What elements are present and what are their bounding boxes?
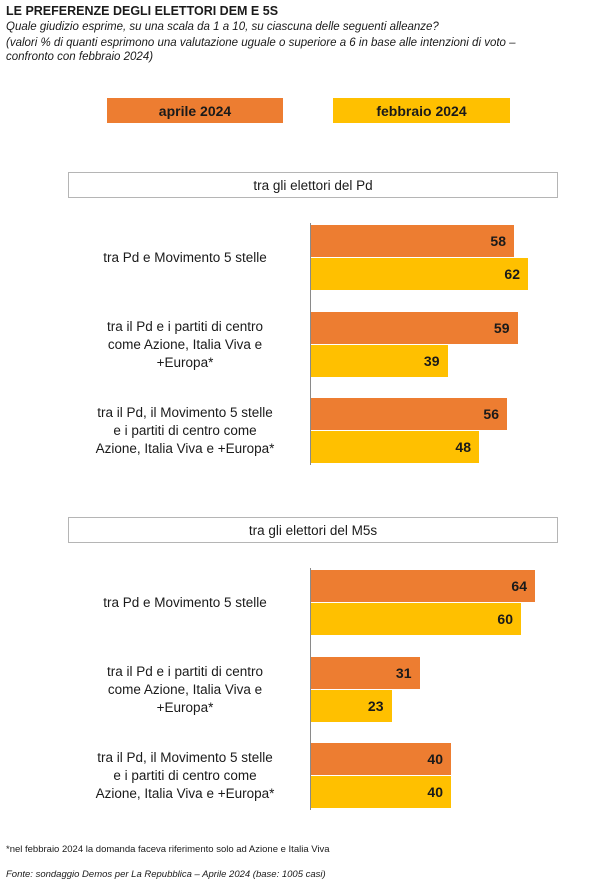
bar-aprile — [311, 398, 507, 430]
source-note: Fonte: sondaggio Demos per La Repubblica… — [6, 869, 326, 880]
legend-febbraio: febbraio 2024 — [333, 98, 510, 123]
data-label: 62 — [504, 266, 520, 282]
footnote: *nel febbraio 2024 la domanda faceva rif… — [6, 844, 330, 855]
legend-aprile: aprile 2024 — [107, 98, 283, 123]
data-label: 64 — [511, 578, 527, 594]
bar-febbraio — [311, 345, 448, 377]
section-title-m5s: tra gli elettori del M5s — [68, 517, 558, 543]
bar-febbraio — [311, 258, 528, 290]
data-label: 40 — [427, 784, 443, 800]
bar-febbraio — [311, 431, 479, 463]
bar-febbraio — [311, 776, 451, 808]
data-label: 56 — [483, 406, 499, 422]
bar-aprile — [311, 570, 535, 602]
data-label: 23 — [367, 698, 384, 714]
bar-aprile — [311, 743, 451, 775]
category-label: tra il Pd e i partiti di centro come Azio… — [106, 318, 264, 370]
chart-subtitle-line-3: confronto con febbraio 2024) — [6, 51, 154, 63]
category-label: tra il Pd, il Movimento 5 stelle e i part… — [95, 404, 275, 456]
bar-aprile — [311, 657, 420, 689]
category-axis-pd — [310, 223, 311, 465]
category-label: tra il Pd e i partiti di centro come Azio… — [106, 663, 264, 715]
data-label: 39 — [423, 353, 440, 369]
data-label: 58 — [490, 233, 506, 249]
bar-aprile — [311, 312, 518, 344]
data-label: 40 — [427, 751, 443, 767]
chart-title: LE PREFERENZE DEGLI ELETTORI DEM E 5S — [6, 4, 279, 18]
category-label: tra il Pd, il Movimento 5 stelle e i part… — [95, 749, 275, 801]
data-label: 60 — [497, 611, 513, 627]
bar-aprile — [311, 225, 514, 257]
section-title-pd: tra gli elettori del Pd — [68, 172, 558, 198]
category-label: tra Pd e Movimento 5 stelle — [103, 594, 267, 610]
category-label: tra Pd e Movimento 5 stelle — [103, 249, 267, 265]
bar-febbraio — [311, 690, 392, 722]
bar-febbraio — [311, 603, 521, 635]
chart-subtitle-line-1: Quale giudizio esprime, su una scala da … — [6, 21, 439, 33]
category-axis-m5s — [310, 568, 311, 810]
data-label: 48 — [455, 439, 471, 455]
data-label: 31 — [395, 665, 412, 681]
data-label: 59 — [493, 320, 510, 336]
chart-subtitle-line-2: (valori % di quanti esprimono una valuta… — [6, 37, 516, 49]
